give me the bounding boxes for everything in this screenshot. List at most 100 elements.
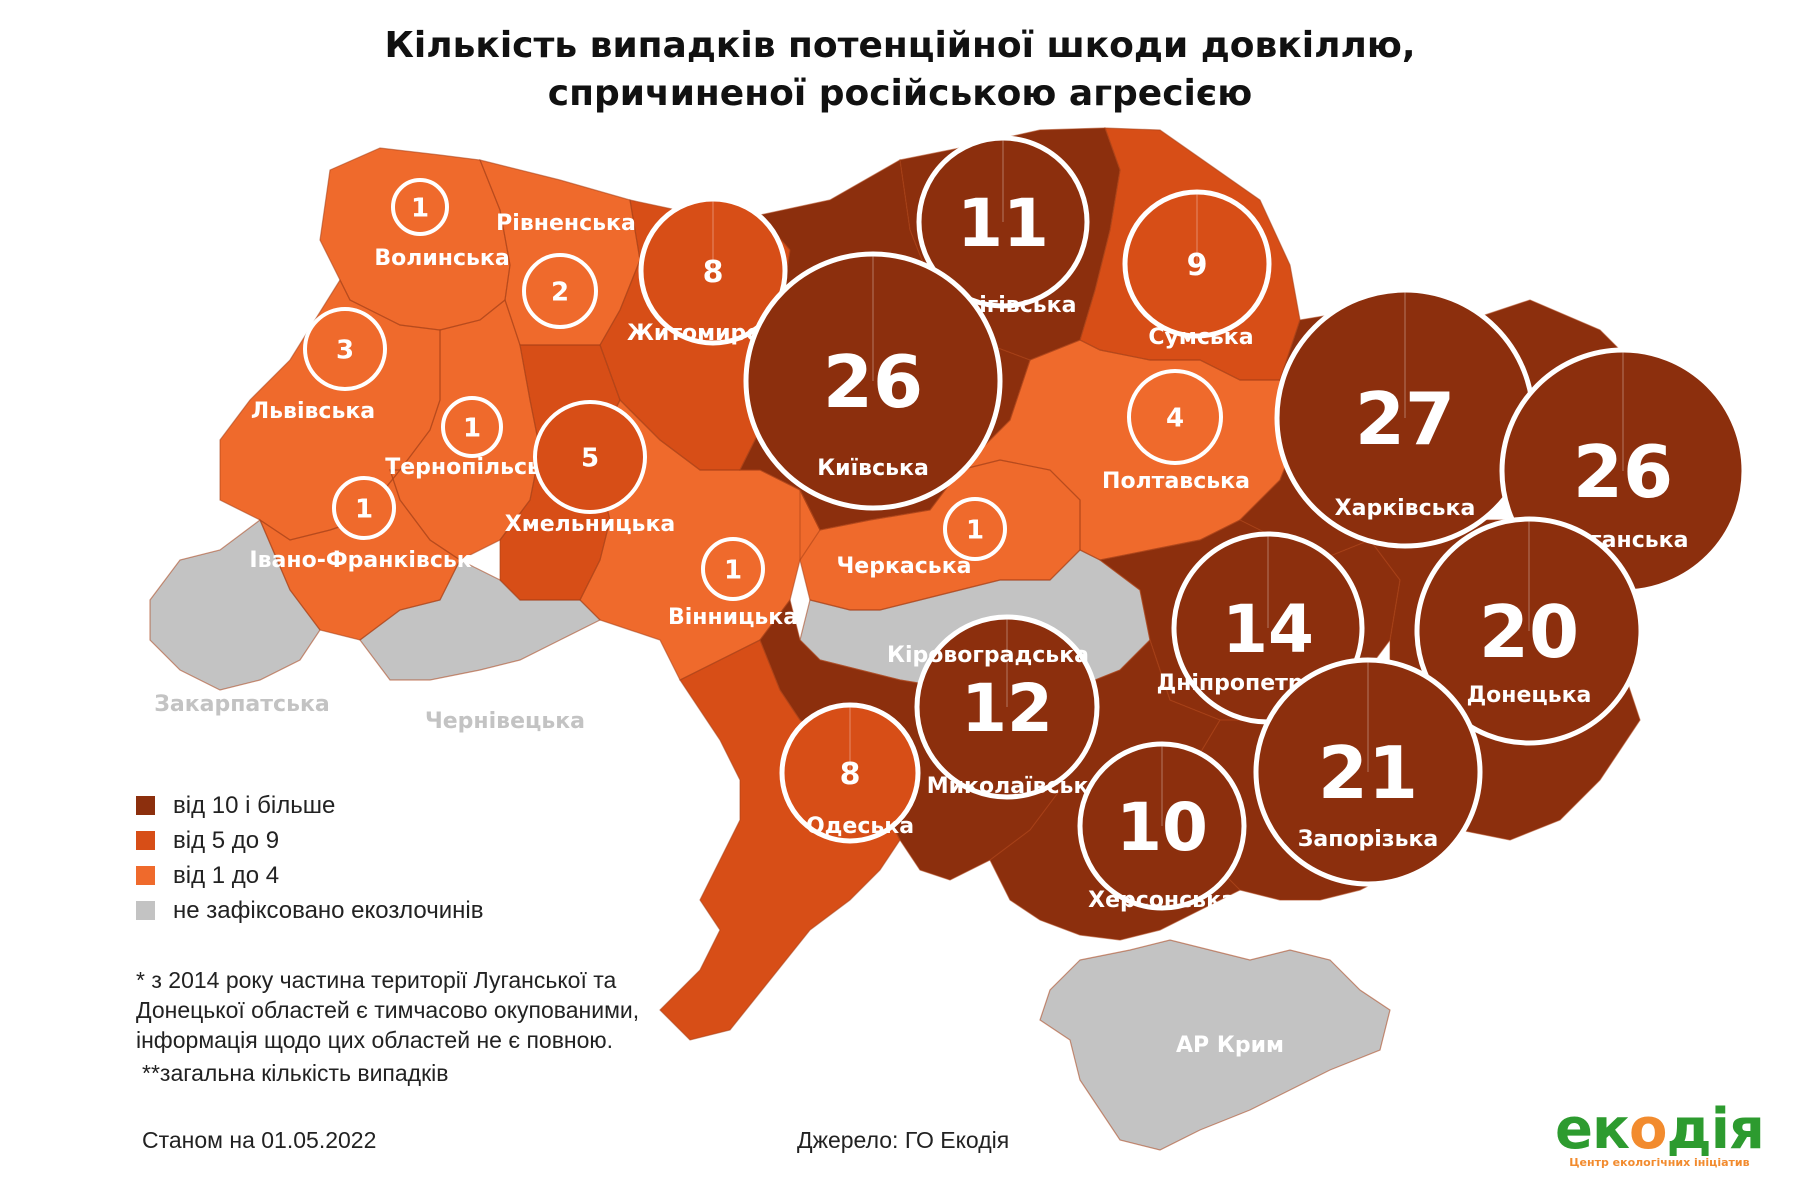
logo-subtitle: Центр екологічних ініціатив (1569, 1156, 1750, 1169)
region-label: Черкаська (837, 554, 972, 579)
region-marker: 21 Запорізька (1253, 657, 1483, 887)
region-count: 10 (1116, 789, 1208, 866)
count-circle (1127, 369, 1223, 465)
region-count: 8 (703, 255, 724, 290)
region-marker: 1 Івано-Франківська (249, 476, 487, 573)
legend-item-mid: від 5 до 9 (136, 823, 483, 858)
count-circle (914, 614, 1100, 800)
legend-label-none: не зафіксовано екозлочинів (173, 896, 484, 924)
count-circle (943, 497, 1007, 561)
region-marker: 8 Одеська (779, 702, 921, 844)
region-label: Полтавська (1102, 469, 1250, 494)
region-marker: 4 Полтавська (1102, 369, 1250, 494)
logo-wordmark: екодія (1555, 1097, 1765, 1162)
region-label: АР Крим (1176, 1033, 1284, 1058)
region-Закарпатська (150, 520, 320, 690)
count-circle (1253, 657, 1483, 887)
region-border (1039, 939, 1391, 1151)
region-marker: 12 Миколаївська (914, 614, 1103, 800)
region-count: 4 (1166, 403, 1184, 433)
count-circle (916, 135, 1090, 309)
region-label: Закарпатська (154, 692, 330, 717)
region-label: Львівська (251, 399, 375, 424)
region-count: 2 (551, 277, 569, 307)
region-marker: 3 Львівська (251, 307, 387, 424)
legend-item-none: не зафіксовано екозлочинів (136, 893, 483, 928)
region-label: Кіровоградська (887, 643, 1089, 668)
region-label: Київська (817, 456, 929, 481)
source-credit: Джерело: ГО Екодія (797, 1127, 1010, 1153)
region-count: 14 (1222, 591, 1314, 668)
count-circle (391, 178, 449, 236)
count-circle (779, 702, 921, 844)
region-Рівненська (480, 160, 640, 345)
region-marker: 26 Київська (743, 251, 1003, 511)
count-circle (1414, 516, 1644, 746)
region-label: Волинська (374, 246, 509, 271)
as-of-date: Станом на 01.05.2022 (142, 1127, 377, 1153)
occupied-note: * з 2014 року частина території Луганськ… (136, 965, 639, 1055)
occupied-note-line: * з 2014 року частина території Луганськ… (136, 967, 617, 993)
region-count: 1 (463, 413, 481, 443)
legend-swatch-low (136, 866, 155, 885)
region-circles: 1Волинська2Рівненська8Житомирська11Черні… (154, 135, 1747, 1058)
legend-label-high: від 10 і більше (173, 791, 336, 819)
region-border (989, 638, 1242, 941)
region-count: 26 (1573, 430, 1673, 514)
region-border (359, 559, 602, 681)
count-circle (332, 476, 396, 540)
region-count: 26 (823, 340, 923, 424)
legend-label-low: від 1 до 4 (173, 861, 280, 889)
occupied-note-line: інформація щодо цих областей не є повною… (136, 1027, 614, 1053)
region-marker: 9 Сумська (1122, 189, 1272, 350)
region-count: 12 (961, 670, 1053, 747)
region-marker: 1 Волинська (374, 178, 510, 271)
legend-label-mid: від 5 до 9 (173, 826, 280, 854)
region-marker: 1 Вінницька (668, 537, 798, 630)
count-circle (701, 537, 765, 601)
legend: від 10 і більше від 5 до 9 від 1 до 4 не… (136, 788, 483, 928)
region-label: Херсонська (1088, 888, 1236, 913)
region-label: Хмельницька (505, 512, 676, 537)
legend-swatch-high (136, 796, 155, 815)
region-label: Вінницька (668, 605, 798, 630)
count-circle (1122, 189, 1272, 339)
region-count: 1 (724, 555, 742, 585)
total-note: **загальна кількість випадків (142, 1060, 449, 1086)
region-label: Харківська (1335, 496, 1476, 521)
count-circle (533, 400, 647, 514)
region-АР Крим (1040, 940, 1390, 1150)
region-count: 27 (1355, 377, 1455, 461)
region-label: Івано-Франківська (249, 548, 486, 573)
region-label: Чернівецька (425, 709, 585, 734)
count-circle (743, 251, 1003, 511)
region-label: Одеська (806, 814, 914, 839)
count-circle (1077, 741, 1247, 911)
region-marker: 1 Черкаська (837, 497, 1007, 579)
region-count: 8 (840, 757, 861, 792)
region-count: 1 (411, 193, 429, 223)
region-marker: 27 Харківська (1274, 287, 1536, 549)
region-Черкаська (800, 460, 1080, 610)
region-marker: 2 Рівненська (496, 211, 636, 329)
region-label: Сумська (1148, 325, 1253, 350)
ekodiia-logo: екодія Центр екологічних ініціатив (1555, 1097, 1765, 1170)
region-count: 9 (1187, 248, 1208, 283)
region-border (659, 639, 901, 1041)
legend-swatch-mid (136, 831, 155, 850)
region-border (149, 519, 321, 691)
region-label: Запорізька (1298, 827, 1439, 852)
region-count: 20 (1479, 590, 1579, 674)
legend-item-low: від 1 до 4 (136, 858, 483, 893)
title-line-1: Кількість випадків потенційної шкоди дов… (384, 25, 1416, 66)
count-circle (303, 307, 387, 391)
occupied-note-line: Донецької областей є тимчасово окуповани… (136, 997, 640, 1023)
map-title: Кількість випадків потенційної шкоди дов… (0, 22, 1800, 118)
region-marker: 10 Херсонська (1077, 741, 1247, 913)
region-Волинська (320, 148, 510, 330)
count-circle (522, 253, 598, 329)
title-line-2: спричиненої російською агресією (547, 73, 1253, 114)
